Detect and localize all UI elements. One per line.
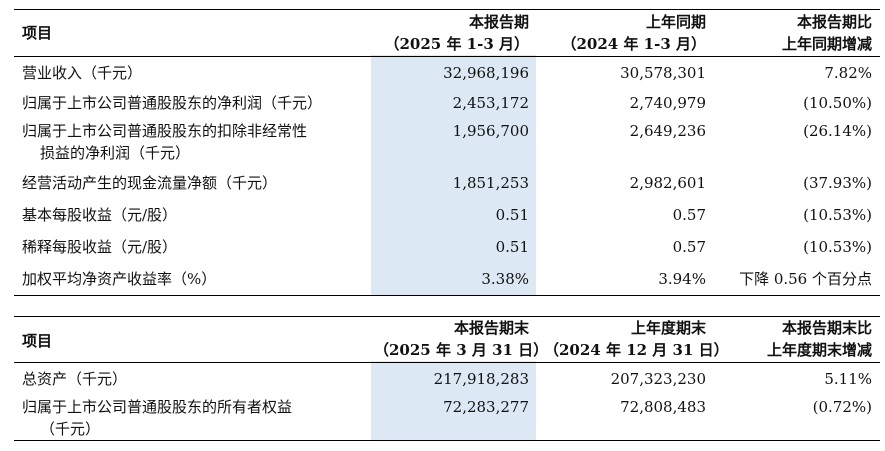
row-change: 7.82% <box>824 64 872 82</box>
table-top-rule <box>14 316 880 317</box>
row-change: 5.11% <box>824 370 872 388</box>
header-change-line1: 本报告期比 <box>796 13 872 31</box>
header-prior-range: （2024 年 12 月 31 日） <box>544 341 729 359</box>
row-label-line2: 损益的净利润（千元） <box>40 144 191 162</box>
row-current: 1,956,700 <box>452 122 529 140</box>
header-item: 项目 <box>22 24 53 42</box>
header-current-title: 本报告期末 <box>453 319 529 337</box>
table-bottom-rule <box>14 295 880 296</box>
row-label: 归属于上市公司普通股股东的扣除非经常性 损益的净利润（千元） <box>22 120 377 164</box>
header-change: 本报告期比 上年同期增减 <box>709 11 872 55</box>
header-change-line2: 上年度期末增减 <box>766 341 872 359</box>
header-current-range: （2025 年 1-3 月） <box>384 35 529 53</box>
header-prior-title: 上年度期末 <box>630 319 706 337</box>
row-label: 基本每股收益（元/股） <box>22 206 178 224</box>
header-change: 本报告期末比 上年度期末增减 <box>709 317 872 361</box>
header-current-period: 本报告期 （2025 年 1-3 月） <box>374 11 529 55</box>
header-prior-period: 上年度期末 （2024 年 12 月 31 日） <box>544 317 729 361</box>
row-change: (10.50%) <box>803 94 872 112</box>
row-label-line1: 归属于上市公司普通股股东的扣除非经常性 <box>22 122 308 140</box>
row-current: 72,283,277 <box>443 398 529 416</box>
header-prior-period: 上年同期 （2024 年 1-3 月） <box>544 11 706 55</box>
row-change: (10.53%) <box>803 238 872 256</box>
row-prior: 2,649,236 <box>629 122 706 140</box>
row-prior: 72,808,483 <box>620 398 706 416</box>
row-label: 总资产（千元） <box>22 370 128 388</box>
header-item: 项目 <box>22 332 53 350</box>
row-label: 营业收入（千元） <box>22 64 143 82</box>
row-label: 归属于上市公司普通股股东的净利润（千元） <box>22 94 323 112</box>
row-current: 1,851,253 <box>452 174 529 192</box>
row-current: 217,918,283 <box>433 370 529 388</box>
row-label: 经营活动产生的现金流量净额（千元） <box>22 174 278 192</box>
row-change: (10.53%) <box>803 206 872 224</box>
row-prior: 207,323,230 <box>610 370 706 388</box>
header-change-line2: 上年同期增减 <box>781 35 872 53</box>
row-label: 归属于上市公司普通股股东的所有者权益 （千元） <box>22 396 377 440</box>
header-current-range: （2025 年 3 月 31 日） <box>374 341 549 359</box>
row-prior: 3.94% <box>658 270 706 288</box>
header-current-title: 本报告期 <box>468 13 529 31</box>
header-rule <box>14 56 880 57</box>
header-prior-range: （2024 年 1-3 月） <box>561 35 706 53</box>
row-current: 32,968,196 <box>443 64 529 82</box>
row-current: 0.51 <box>495 206 529 224</box>
table-top-rule <box>14 9 880 10</box>
current-period-highlight <box>371 361 536 440</box>
row-change: (0.72%) <box>812 398 872 416</box>
header-change-line1: 本报告期末比 <box>781 319 872 337</box>
row-change: (37.93%) <box>803 174 872 192</box>
row-current: 3.38% <box>481 270 529 288</box>
row-current: 0.51 <box>495 238 529 256</box>
row-prior: 0.57 <box>672 238 706 256</box>
row-prior: 2,740,979 <box>629 94 706 112</box>
header-rule <box>14 362 880 363</box>
header-prior-title: 上年同期 <box>645 13 706 31</box>
row-change: 下降 0.56 个百分点 <box>739 270 872 288</box>
row-prior: 0.57 <box>672 206 706 224</box>
row-label: 加权平均净资产收益率（%） <box>22 270 217 288</box>
table-bottom-rule <box>14 440 880 441</box>
row-prior: 2,982,601 <box>629 174 706 192</box>
row-change: (26.14%) <box>803 122 872 140</box>
header-current-period: 本报告期末 （2025 年 3 月 31 日） <box>374 317 549 361</box>
current-period-highlight <box>371 55 536 295</box>
row-current: 2,453,172 <box>452 94 529 112</box>
row-label: 稀释每股收益（元/股） <box>22 238 178 256</box>
row-prior: 30,578,301 <box>620 64 706 82</box>
row-label-line2: （千元） <box>40 420 101 438</box>
row-label-line1: 归属于上市公司普通股股东的所有者权益 <box>22 398 293 416</box>
